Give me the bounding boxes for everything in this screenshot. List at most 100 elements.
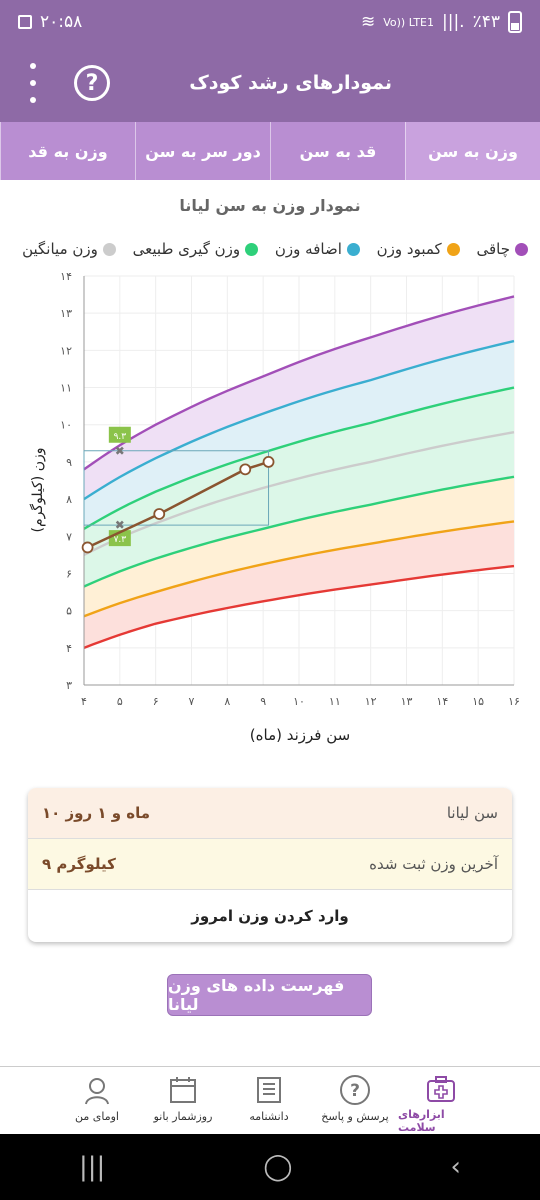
curve-orange xyxy=(83,520,515,618)
legend-underweight[interactable]: کمبود وزن xyxy=(377,240,460,258)
y-tick-label: ۱۳ xyxy=(60,307,72,320)
bottom-nav: اومای من روزشمار بانو دانشنامه ? پرسش و … xyxy=(0,1066,540,1134)
y-tick-label: ۳ xyxy=(66,679,72,692)
legend-normal-gain[interactable]: وزن گیری طبیعی xyxy=(133,240,259,258)
legend-dot xyxy=(102,242,116,256)
chart-legend: چاقی کمبود وزن اضافه وزن وزن گیری طبیعی … xyxy=(0,240,540,264)
x-tick-label: ۱۵ xyxy=(472,695,484,708)
curve-blue xyxy=(83,339,515,501)
age-value: ۱۰ ماه و ۱ روز xyxy=(42,804,151,822)
network-indicator: Vo)) LTE1 xyxy=(383,15,434,29)
y-axis-label: وزن (کیلوگرم) xyxy=(30,447,46,533)
question-icon: ? xyxy=(338,1073,372,1107)
x-axis-label: سن فرزند (ماه) xyxy=(249,726,351,744)
x-tick-label: ۷ xyxy=(189,695,195,708)
legend-overweight[interactable]: اضافه وزن xyxy=(275,240,360,258)
marker-label: ۷.۳ xyxy=(114,535,127,545)
legend-obesity[interactable]: چاقی xyxy=(476,240,528,258)
marker-label: ۹.۳ xyxy=(114,432,127,442)
curve-purple xyxy=(83,295,515,471)
child-weight-point xyxy=(262,456,275,468)
x-tick-label: ۱۶ xyxy=(508,695,520,708)
system-nav-bar: ||| ◯ ‹ xyxy=(0,1134,540,1200)
tab-head-circumference-for-age[interactable]: دور سر به سن xyxy=(135,122,270,180)
marker-cross: ✖ xyxy=(115,518,125,532)
tab-height-for-age[interactable]: قد به سن xyxy=(270,122,405,180)
weight-row: ۹ کیلوگرم آخرین وزن ثبت شده xyxy=(28,839,512,890)
tab-bar: وزن به قد دور سر به سن قد به سن وزن به س… xyxy=(0,122,540,180)
marker-cross: ✖ xyxy=(115,444,125,458)
more-vert-icon[interactable] xyxy=(18,63,48,103)
child-weight-line xyxy=(87,460,269,549)
chart-title: نمودار وزن به سن لیانا xyxy=(179,196,361,215)
tab-weight-for-height[interactable]: وزن به قد xyxy=(0,122,135,180)
range-box xyxy=(83,450,270,526)
age-label: سن لیانا xyxy=(446,804,498,822)
age-row: ۱۰ ماه و ۱ روز سن لیانا xyxy=(28,788,512,839)
user-icon xyxy=(80,1073,114,1107)
calendar-icon xyxy=(166,1073,200,1107)
marker-badge xyxy=(108,426,131,443)
child-weight-point xyxy=(81,541,94,554)
y-tick-label: ۵ xyxy=(66,605,72,618)
curve-red xyxy=(83,564,515,649)
y-tick-label: ۱۴ xyxy=(60,270,72,283)
clock-icon xyxy=(18,15,32,29)
x-tick-label: ۶ xyxy=(153,695,159,708)
weight-label: آخرین وزن ثبت شده xyxy=(369,855,498,873)
app-bar: ? نمودارهای رشد کودک xyxy=(0,44,540,122)
battery-level: ٪۴۳ xyxy=(472,12,500,32)
status-time: ۲۰:۵۸ xyxy=(40,12,83,32)
nav-health-tools[interactable]: ابزارهای سلامت xyxy=(398,1067,484,1134)
signal-icon: |||. xyxy=(442,12,465,32)
child-weight-point xyxy=(239,463,252,476)
y-tick-label: ۹ xyxy=(66,456,72,469)
curve-green-low xyxy=(83,475,515,588)
help-circle-icon[interactable]: ? xyxy=(74,65,110,101)
y-tick-label: ۶ xyxy=(66,567,72,580)
battery-icon xyxy=(508,11,522,33)
x-tick-label: ۱۳ xyxy=(401,695,413,708)
nav-my-uma[interactable]: اومای من xyxy=(54,1067,140,1134)
weight-data-list-button[interactable]: فهرست داده های وزن لیانا xyxy=(167,974,372,1016)
x-tick-label: ۱۱ xyxy=(329,695,341,708)
nav-calendar[interactable]: روزشمار بانو xyxy=(140,1067,226,1134)
x-tick-label: ۸ xyxy=(224,695,230,708)
back-icon[interactable]: ‹ xyxy=(450,1152,461,1182)
nav-encyclopedia[interactable]: دانشنامه xyxy=(226,1067,312,1134)
y-tick-label: ۸ xyxy=(66,493,72,506)
chart-band xyxy=(84,387,514,587)
status-bar: ۲۰:۵۸ ≋ Vo)) LTE1 |||. ٪۴۳ xyxy=(0,0,540,44)
weight-value: ۹ کیلوگرم xyxy=(42,855,116,873)
enter-weight-button[interactable]: وارد کردن وزن امروز xyxy=(191,906,349,925)
home-icon[interactable]: ◯ xyxy=(263,1152,293,1182)
wifi-icon: ≋ xyxy=(360,12,376,32)
y-tick-label: ۱۱ xyxy=(60,382,72,395)
x-tick-label: ۱۰ xyxy=(293,695,305,708)
legend-average-weight[interactable]: وزن میانگین xyxy=(22,240,116,258)
y-tick-label: ۱۲ xyxy=(60,344,72,357)
nav-questions[interactable]: ? پرسش و پاسخ xyxy=(312,1067,398,1134)
curve-median xyxy=(83,430,515,556)
app-title: نمودارهای رشد کودک xyxy=(189,72,392,94)
legend-dot xyxy=(515,242,528,256)
curve-green-high xyxy=(83,386,515,530)
x-tick-label: ۱۴ xyxy=(436,695,448,708)
x-tick-label: ۹ xyxy=(260,695,266,708)
chart-band xyxy=(84,341,514,529)
tab-weight-for-age[interactable]: وزن به سن xyxy=(405,122,540,180)
encyclopedia-icon xyxy=(252,1073,286,1107)
growth-chart[interactable]: ۴ ۵ ۶ ۷ ۸ ۹ ۱۰ ۱۱ ۱۲ ۱۳ ۱۴ ۱۵ ۱۶۳۴۵۶۷۸۹۱۰۱۱۱۲۱۳۱۴✖۹.… xyxy=(0,266,540,716)
x-tick-label: ۵ xyxy=(117,695,123,708)
child-weight-point xyxy=(153,508,166,520)
chart-band xyxy=(84,521,514,648)
summary-card: ۱۰ ماه و ۱ روز سن لیانا ۹ کیلوگرم آخرین … xyxy=(28,788,512,942)
legend-dot xyxy=(245,242,259,256)
legend-dot xyxy=(446,242,460,256)
recent-apps-icon[interactable]: ||| xyxy=(79,1152,106,1182)
first-aid-kit-icon xyxy=(424,1073,458,1105)
y-tick-label: ۴ xyxy=(66,642,72,655)
x-tick-label: ۴ xyxy=(81,695,87,708)
svg-text:?: ? xyxy=(350,1081,360,1101)
y-tick-label: ۱۰ xyxy=(60,419,72,432)
